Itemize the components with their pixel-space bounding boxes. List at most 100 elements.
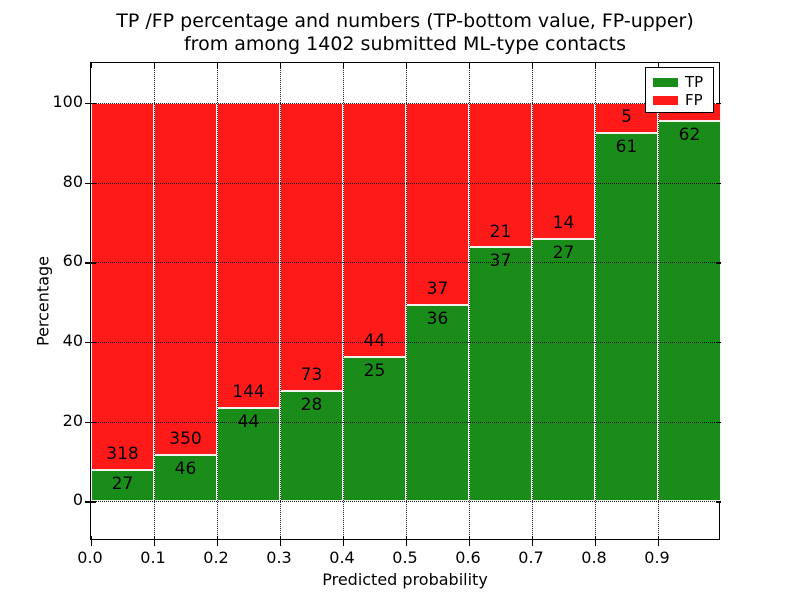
tp-legend-swatch-icon: [653, 77, 678, 87]
v-gridline: [280, 63, 281, 539]
fp-count-label: 14: [552, 213, 575, 234]
plot-area: 27 318 46 350 44 144 28 73 25 44 36 37 37 21 27 14 61 5 62: [85, 62, 721, 546]
y-tick-label: 80: [62, 171, 83, 191]
fp-count-label: 44: [363, 331, 386, 352]
fp-bar-segment: [406, 102, 469, 305]
legend-item-fp: FP: [653, 91, 713, 109]
h-gridline: [91, 102, 719, 104]
y-tick-mark-right: [716, 421, 721, 423]
x-tick-mark: [532, 541, 534, 546]
x-tick-label: 0.3: [266, 548, 292, 567]
x-tick-label: 0.8: [581, 548, 607, 567]
x-tick-mark-top: [532, 63, 534, 68]
y-tick-mark: [85, 341, 90, 344]
x-tick-mark: [469, 536, 471, 541]
tp-count-label: 28: [300, 394, 323, 415]
tp-bar-segment: [658, 121, 721, 502]
tp-bar-segment: [595, 133, 658, 502]
x-tick-mark: [658, 541, 660, 546]
v-gridline: [595, 63, 596, 539]
fp-legend-swatch-icon: [653, 95, 678, 105]
y-tick-mark: [91, 182, 96, 184]
x-tick-mark-top: [469, 63, 471, 68]
y-tick-mark: [85, 182, 90, 184]
h-gridline: [91, 501, 719, 503]
v-gridline: [343, 63, 344, 539]
h-gridline: [91, 262, 719, 264]
y-tick-mark: [91, 102, 96, 105]
y-tick-mark: [91, 341, 96, 344]
x-tick-mark: [280, 541, 282, 546]
y-tick-label: 100: [52, 91, 83, 111]
x-tick-label: 0.2: [203, 548, 229, 567]
x-tick-mark: [343, 541, 345, 546]
legend-item-tp: TP: [653, 73, 713, 91]
v-gridline: [154, 63, 155, 539]
y-tick-mark-right: [716, 182, 721, 184]
x-tick-mark: [658, 536, 660, 541]
y-tick-mark: [91, 501, 96, 503]
chart-title-line2: from among 1402 submitted ML-type contac…: [183, 33, 627, 55]
fp-count-label: 350: [169, 429, 202, 450]
x-tick-mark: [91, 536, 93, 541]
tp-count-label: 27: [552, 242, 575, 263]
tp-count-label: 25: [363, 360, 386, 381]
y-tick-mark-right: [716, 341, 721, 344]
tp-bar-segment: [91, 469, 154, 502]
tp-count-label: 37: [489, 251, 512, 271]
fp-bar-segment: [154, 102, 217, 455]
x-tick-mark-top: [91, 63, 93, 68]
chart-title: TP /FP percentage and numbers (TP-bottom…: [0, 10, 800, 56]
v-gridline: [217, 63, 218, 539]
y-tick-mark: [91, 421, 96, 423]
y-tick-label: 40: [62, 330, 83, 350]
y-tick-mark: [85, 501, 90, 503]
x-tick-mark-top: [406, 63, 408, 68]
h-gridline: [91, 341, 719, 343]
x-tick-label: 0.9: [644, 548, 670, 567]
x-tick-mark-top: [595, 63, 597, 68]
x-tick-mark: [154, 541, 156, 546]
h-gridline: [91, 421, 719, 423]
y-tick-mark-right: [716, 102, 721, 105]
y-tick-label: 60: [62, 251, 83, 271]
fp-count-label: 21: [489, 221, 512, 242]
x-tick-label: 0.4: [329, 548, 355, 567]
bar-labels-layer: 27 318 46 350 44 144 28 73 25 44 36 37 37 21 27 14 61 5 62: [91, 63, 719, 539]
fp-bar-segment: [217, 102, 280, 408]
tp-count-label: 36: [426, 308, 449, 329]
x-tick-mark: [532, 536, 534, 541]
fp-count-label: 5: [621, 107, 632, 128]
y-tick-mark-right: [716, 262, 721, 264]
v-gridline: [532, 63, 533, 539]
gridlines-layer: [91, 63, 719, 539]
fp-bar-segment: [91, 102, 154, 470]
x-axis-label: Predicted probability: [322, 570, 488, 589]
x-tick-mark: [406, 541, 408, 546]
fp-count-label: 37: [426, 279, 449, 300]
y-tick-label: 20: [62, 410, 83, 430]
fp-bar-segment: [469, 102, 532, 248]
x-tick-mark: [406, 536, 408, 541]
chart-title-line1: TP /FP percentage and numbers (TP-bottom…: [116, 10, 694, 32]
v-gridline: [469, 63, 470, 539]
x-tick-mark-top: [280, 63, 282, 68]
x-tick-mark-top: [217, 63, 219, 68]
tp-count-label: 62: [678, 125, 701, 146]
tp-bar-segment: [406, 304, 469, 502]
x-tick-mark: [280, 536, 282, 541]
x-tick-label: 0.7: [518, 548, 544, 567]
x-tick-label: 0.0: [77, 548, 103, 567]
y-tick-mark: [85, 262, 90, 264]
bars-layer: [91, 63, 721, 539]
legend-label-fp: FP: [685, 90, 703, 109]
x-tick-mark: [91, 541, 93, 546]
fp-count-label: 318: [106, 444, 139, 465]
x-tick-mark: [595, 541, 597, 546]
x-tick-label: 0.6: [455, 548, 481, 567]
fp-bar-segment: [343, 102, 406, 357]
h-gridline: [91, 182, 719, 184]
x-tick-mark: [343, 536, 345, 541]
fp-count-label: 144: [232, 382, 265, 403]
